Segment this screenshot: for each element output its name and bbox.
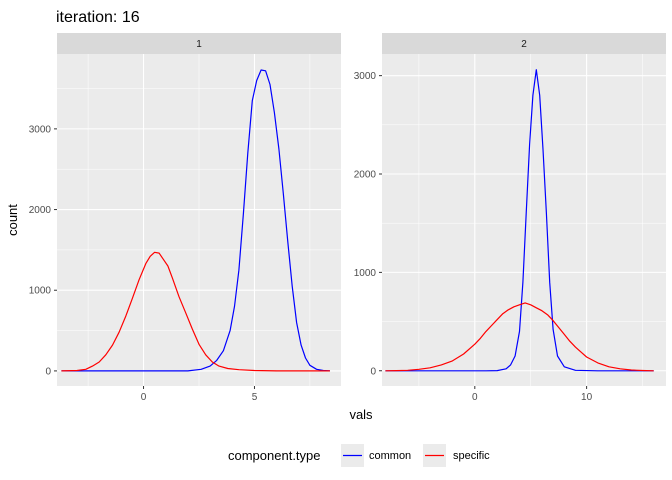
panel-background-2 <box>382 54 666 386</box>
x-tick-label-2: 0 <box>472 392 478 403</box>
x-axis-title: vals <box>349 407 373 422</box>
series-line-specific-2 <box>385 302 654 372</box>
x-tick-label-1: 5 <box>252 392 258 403</box>
strip-label-2: 2 <box>521 39 527 50</box>
x-tick-label-2: 10 <box>581 392 593 403</box>
y-tick-label-2: 1000 <box>354 268 377 279</box>
axis-ticks-1: 0 1000 2000 3000 0 5 <box>29 124 258 403</box>
axis-ticks-2: 0 1000 2000 3000 0 10 <box>354 71 593 403</box>
y-tick-label-2: 2000 <box>354 170 377 181</box>
series-line-common-2 <box>385 69 654 372</box>
strip-background-2 <box>382 33 666 54</box>
y-tick-label-1: 1000 <box>29 286 52 297</box>
strip-background-1 <box>57 33 341 54</box>
series-group-2 <box>385 69 654 372</box>
y-tick-label-1: 0 <box>45 366 51 377</box>
series-group-1 <box>61 69 330 372</box>
legend-label-common: common <box>369 450 411 462</box>
x-tick-label-1: 0 <box>141 392 147 403</box>
legend-title: component.type <box>228 448 321 463</box>
strip-label-1: 1 <box>196 39 202 50</box>
facet-panel-1: 1 0 1000 2000 3000 0 5 <box>29 33 341 403</box>
y-axis-title: count <box>5 204 20 236</box>
y-tick-label-2: 3000 <box>354 71 377 82</box>
legend: component.type common specific <box>228 444 490 467</box>
series-line-specific-1 <box>61 251 330 372</box>
y-tick-label-1: 2000 <box>29 205 52 216</box>
gridlines-2 <box>382 54 666 386</box>
facet-panel-2: 2 0 1000 2000 3000 0 10 <box>354 33 666 403</box>
legend-label-specific: specific <box>453 450 490 462</box>
series-line-common-1 <box>61 69 330 372</box>
y-tick-label-1: 3000 <box>29 124 52 135</box>
y-tick-label-2: 0 <box>370 366 376 377</box>
plot-title: iteration: 16 <box>56 9 140 26</box>
